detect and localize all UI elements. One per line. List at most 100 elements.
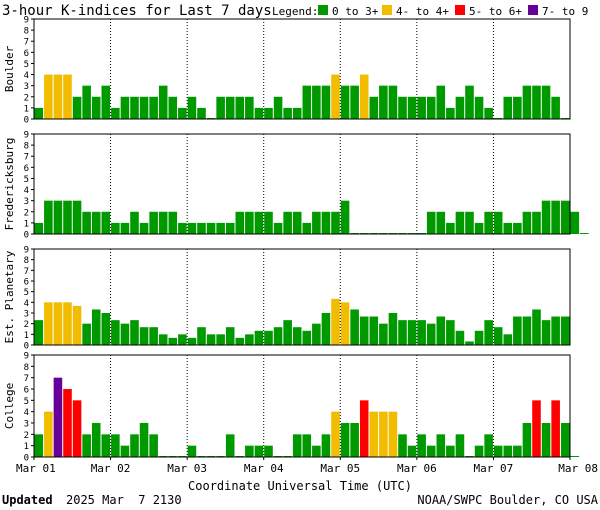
bar	[312, 211, 321, 234]
bar	[178, 222, 187, 234]
bar	[187, 96, 197, 119]
bar	[446, 445, 455, 457]
bar	[264, 211, 273, 234]
bar	[254, 107, 264, 119]
bar	[321, 211, 331, 234]
bar	[331, 74, 340, 119]
bar	[264, 330, 273, 345]
legend-swatch-3	[528, 5, 538, 15]
bar	[541, 85, 551, 119]
legend-swatch-0	[318, 5, 328, 15]
y-tick-label: 3	[24, 82, 29, 92]
bar	[513, 316, 522, 345]
legend-entry-2: 5- to 6+	[469, 5, 522, 18]
bar	[398, 96, 407, 119]
y-tick-label: 9	[24, 352, 29, 362]
bar	[264, 445, 273, 457]
chart-title: 3-hour K-indices for Last 7 days	[2, 3, 272, 19]
bar	[493, 327, 503, 345]
bar	[254, 445, 264, 457]
y-tick-label: 9	[24, 16, 29, 26]
y-tick-label: 5	[24, 288, 29, 298]
bar	[235, 211, 245, 234]
bar	[292, 107, 302, 119]
bar	[350, 423, 359, 457]
y-tick-label: 1	[24, 104, 29, 114]
panel-label: Fredericksburg	[3, 138, 16, 231]
y-tick-label: 2	[24, 93, 29, 103]
bar	[340, 302, 350, 345]
bar	[216, 334, 225, 345]
bar	[560, 316, 570, 345]
bar	[283, 211, 292, 234]
bar	[53, 302, 63, 345]
bar	[302, 330, 312, 345]
bar	[455, 211, 465, 234]
x-tick-label: Mar 01	[16, 462, 56, 475]
panel-background	[34, 19, 570, 119]
bar	[474, 445, 484, 457]
x-tick-label: Mar 07	[474, 462, 514, 475]
bar	[82, 323, 91, 345]
y-tick-label: 4	[24, 186, 29, 196]
bar	[446, 320, 455, 345]
x-tick-label: Mar 08	[558, 462, 598, 475]
bar	[44, 411, 53, 457]
bar	[34, 434, 44, 457]
y-tick-label: 1	[24, 442, 29, 452]
bar	[560, 423, 570, 457]
y-tick-label: 8	[24, 363, 29, 373]
bar	[130, 320, 139, 345]
bar	[168, 337, 178, 345]
bar	[388, 411, 398, 457]
bar	[139, 423, 149, 457]
bar	[273, 96, 283, 119]
bar	[522, 423, 532, 457]
bar	[503, 222, 513, 234]
bar	[149, 211, 158, 234]
bar	[493, 211, 503, 234]
bar	[532, 211, 541, 234]
bar	[570, 456, 580, 457]
y-tick-label: 1	[24, 331, 29, 341]
x-tick-label: Mar 03	[167, 462, 207, 475]
bar	[101, 211, 111, 234]
bar	[359, 316, 369, 345]
bar	[513, 222, 522, 234]
bar	[130, 211, 139, 234]
x-tick-label: Mar 04	[244, 462, 284, 475]
bar	[359, 400, 369, 457]
panels: 0123456789Boulder0123456789Fredericksbur…	[3, 16, 589, 464]
updated-value: 2025 Mar 7 2130	[66, 493, 182, 507]
y-tick-label: 0	[24, 342, 29, 352]
bar	[139, 327, 149, 345]
bar	[541, 320, 551, 345]
panel-label: College	[3, 383, 16, 429]
bar	[72, 96, 82, 119]
bar	[245, 445, 254, 457]
bar	[541, 200, 551, 234]
bar	[340, 200, 350, 234]
bar	[513, 445, 522, 457]
y-tick-label: 8	[24, 142, 29, 152]
bar	[436, 434, 446, 457]
bar	[245, 211, 254, 234]
bar	[522, 211, 532, 234]
bar	[130, 434, 139, 457]
bar	[292, 211, 302, 234]
bar	[379, 85, 388, 119]
y-tick-label: 7	[24, 267, 29, 277]
y-tick-label: 9	[24, 246, 29, 256]
y-tick-label: 7	[24, 374, 29, 384]
bar	[379, 411, 388, 457]
bar	[359, 74, 369, 119]
bar	[455, 434, 465, 457]
bar	[350, 85, 359, 119]
bar	[532, 309, 541, 345]
legend-label: Legend:	[272, 5, 318, 18]
panel-label: Est. Planetary	[3, 250, 16, 343]
bar	[216, 222, 225, 234]
bar	[197, 107, 206, 119]
bar	[111, 320, 120, 345]
